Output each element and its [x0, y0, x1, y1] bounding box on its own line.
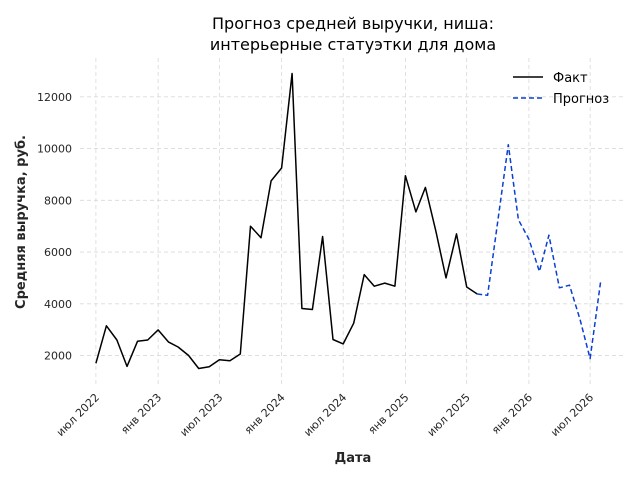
y-tick-label: 4000: [44, 298, 72, 311]
series-lines: [95, 72, 602, 370]
x-tick-label: июл 2026: [548, 391, 596, 439]
grid-lines: [80, 58, 626, 384]
legend: Факт Прогноз: [513, 71, 609, 107]
x-tick-label: янв 2024: [242, 391, 288, 437]
x-tick-label: июл 2025: [425, 391, 473, 439]
y-tick-label: 12000: [37, 91, 72, 104]
legend-label-forecast: Прогноз: [553, 92, 609, 107]
x-tick-label: янв 2026: [489, 391, 535, 437]
x-tick-label: июл 2023: [177, 391, 225, 439]
legend-label-fact: Факт: [553, 71, 588, 86]
y-tick-label: 2000: [44, 350, 72, 363]
x-axis-title: Дата: [335, 451, 372, 466]
chart-title-line-2: интерьерные статуэтки для дома: [210, 35, 496, 54]
axis-ticks: 2000 4000 6000 8000 10000 12000 июл 2022 янв 20…: [37, 91, 596, 439]
y-axis-title: Средняя выручка, руб.: [14, 135, 29, 309]
series-line-fact: [95, 72, 478, 370]
x-tick-label: янв 2025: [366, 391, 412, 437]
chart-title-line-1: Прогноз средней выручки, ниша:: [212, 14, 494, 33]
y-tick-label: 6000: [44, 246, 72, 259]
y-tick-label: 8000: [44, 194, 72, 207]
x-tick-label: июл 2024: [301, 391, 349, 439]
x-tick-label: янв 2023: [118, 391, 164, 437]
y-tick-label: 10000: [37, 143, 72, 156]
x-tick-label: июл 2022: [54, 391, 102, 439]
